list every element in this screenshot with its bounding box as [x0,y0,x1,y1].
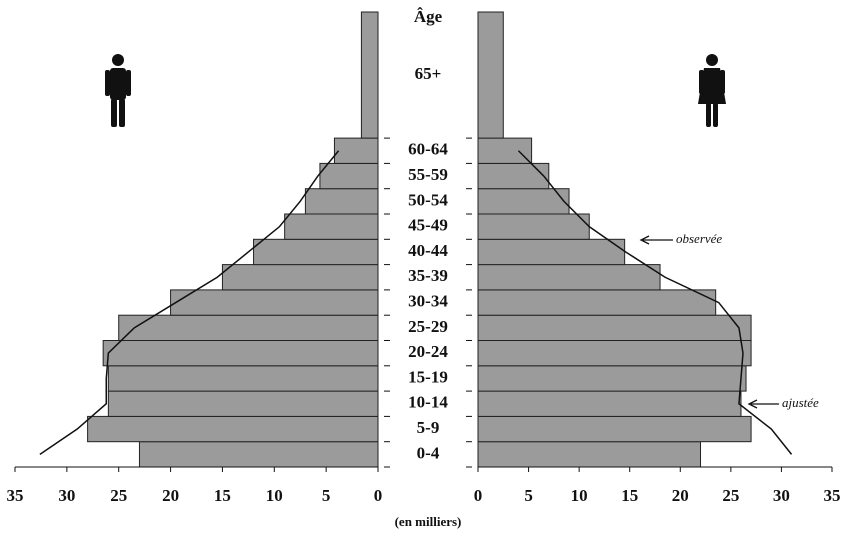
x-tick-label: 20 [672,486,689,505]
bar [477,289,717,316]
bar [87,415,379,443]
bar [107,390,379,417]
category-label: 25-29 [408,317,448,336]
x-tick-label: 25 [110,486,127,505]
category-label: 55-59 [408,165,448,184]
bar [477,314,752,342]
bar [102,340,379,367]
bar [477,340,752,367]
bar [319,162,379,190]
annotation: observée [676,231,722,246]
y-axis-label: Âge [414,7,443,26]
x-tick-label: 0 [474,486,483,505]
x-tick-label: 20 [162,486,179,505]
bar [477,162,550,190]
x-tick-label: 35 [7,486,24,505]
annotation: ajustée [782,395,819,410]
bar [477,441,702,468]
x-tick-label: 25 [722,486,739,505]
category-label: 5-9 [417,418,440,437]
bar [477,137,533,164]
bar [477,264,661,291]
arrow [639,235,673,245]
category-label: 35-39 [408,266,448,285]
x-tick-label: 30 [58,486,75,505]
male-icon [105,54,131,127]
x-tick-label: 30 [773,486,790,505]
bar [360,11,379,139]
category-label: 0-4 [417,443,440,462]
fitted-line [517,150,793,455]
bar [477,365,747,392]
bar [253,238,379,266]
bar [107,365,379,392]
bar [304,188,379,215]
bar [477,188,570,215]
x-tick-label: 15 [621,486,638,505]
x-tick-label: 10 [266,486,283,505]
category-label: 60-64 [408,140,448,159]
bar [477,238,626,266]
bar [284,213,379,240]
category-label: 10-14 [408,393,448,412]
category-label: 65+ [415,64,442,83]
bar [221,264,379,291]
bar [333,137,379,164]
bar [477,415,752,443]
x-tick-label: 5 [322,486,331,505]
x-tick-label: 0 [374,486,383,505]
bar [477,11,504,139]
category-label: 15-19 [408,367,448,386]
bar [477,213,590,240]
category-label: 40-44 [408,241,448,260]
bar [138,441,379,468]
female-icon [698,54,726,127]
x-tick-label: 15 [214,486,231,505]
bar [170,289,379,316]
arrow [747,399,779,409]
x-tick-label: 5 [524,486,533,505]
x-tick-label: 10 [571,486,588,505]
category-label: 30-34 [408,291,448,310]
category-label: 45-49 [408,216,448,235]
x-axis-label: (en milliers) [395,514,462,529]
bar [477,390,742,417]
fitted-line [39,150,340,455]
category-label: 50-54 [408,190,448,209]
bar [118,314,379,342]
category-label: 20-24 [408,342,448,361]
x-tick-label: 35 [824,486,841,505]
